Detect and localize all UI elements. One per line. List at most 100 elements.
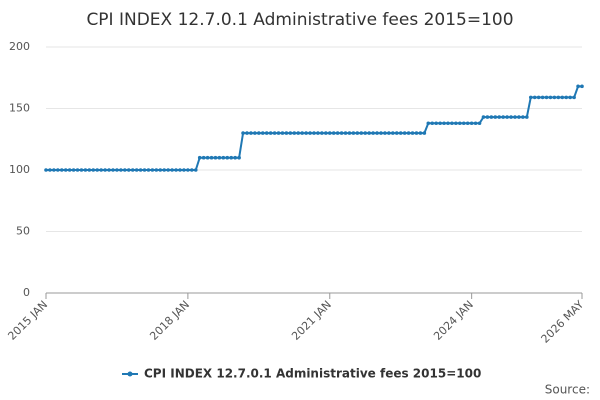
point (201, 155, 206, 160)
point (580, 84, 584, 89)
point (458, 121, 462, 126)
point (528, 95, 533, 100)
point (123, 168, 127, 172)
point (552, 95, 557, 100)
point (481, 115, 486, 119)
point (536, 95, 541, 100)
point (434, 121, 438, 126)
point (339, 131, 344, 135)
point (95, 168, 100, 172)
point (87, 168, 92, 172)
point (517, 115, 521, 119)
point (379, 131, 383, 135)
point (430, 121, 435, 126)
point (300, 131, 304, 135)
point (260, 131, 265, 135)
y-tick-label: 150 (9, 102, 30, 115)
point (284, 131, 289, 135)
point (59, 168, 64, 172)
point (182, 168, 186, 172)
point (75, 168, 80, 172)
point (233, 155, 237, 160)
point (221, 155, 226, 160)
point (351, 131, 356, 135)
point (217, 155, 222, 160)
point (52, 168, 56, 172)
point (249, 131, 253, 135)
x-tick-label: 2015 JAN (5, 298, 50, 343)
point (335, 131, 340, 135)
point (509, 115, 513, 119)
point (525, 115, 529, 119)
point (418, 131, 423, 135)
point (213, 155, 218, 160)
point (402, 131, 407, 135)
point (442, 121, 446, 126)
point (83, 168, 88, 172)
point (473, 121, 478, 126)
point (174, 168, 178, 172)
point (79, 168, 84, 172)
point (414, 131, 419, 135)
point (485, 115, 490, 119)
legend-label: CPI INDEX 12.7.0.1 Administrative fees 2… (144, 367, 481, 381)
point (146, 168, 151, 172)
y-tick-label: 50 (16, 225, 30, 238)
point (556, 95, 561, 100)
point (276, 131, 281, 135)
point (67, 168, 72, 172)
source: Source: (545, 383, 590, 397)
x-tick-label: 2021 JAN (289, 298, 334, 343)
point (308, 131, 312, 135)
point (115, 168, 119, 172)
point (166, 168, 170, 172)
point (343, 131, 348, 135)
point (426, 121, 431, 126)
point (130, 168, 135, 172)
point (190, 168, 194, 172)
point (142, 168, 147, 172)
point (272, 131, 277, 135)
y-tick-label: 0 (23, 286, 30, 299)
point (241, 131, 245, 135)
point (288, 131, 293, 135)
point (410, 131, 415, 135)
point (548, 95, 553, 100)
point (391, 131, 395, 135)
point (316, 131, 320, 135)
point (446, 121, 450, 126)
point (150, 168, 155, 172)
point (501, 115, 505, 119)
point (107, 168, 111, 172)
point (493, 115, 498, 119)
point (465, 121, 470, 126)
point (438, 121, 442, 126)
point (253, 131, 257, 135)
point (292, 131, 297, 135)
point (532, 95, 537, 100)
point (521, 115, 525, 119)
point (186, 168, 190, 172)
point (454, 121, 458, 126)
point (134, 168, 139, 172)
point (564, 95, 569, 100)
point (572, 95, 576, 100)
point (91, 168, 96, 172)
point (398, 131, 403, 135)
point (560, 95, 565, 100)
point (568, 95, 572, 100)
point (347, 131, 352, 135)
point (111, 168, 115, 172)
x-tick-label: 2026 MAY (539, 298, 587, 346)
point (264, 131, 269, 135)
point (280, 131, 285, 135)
point (229, 155, 234, 160)
point (406, 131, 411, 135)
point (193, 168, 198, 172)
point (99, 168, 103, 172)
point (387, 131, 391, 135)
point (209, 155, 214, 160)
point (477, 121, 482, 126)
point (394, 131, 399, 135)
